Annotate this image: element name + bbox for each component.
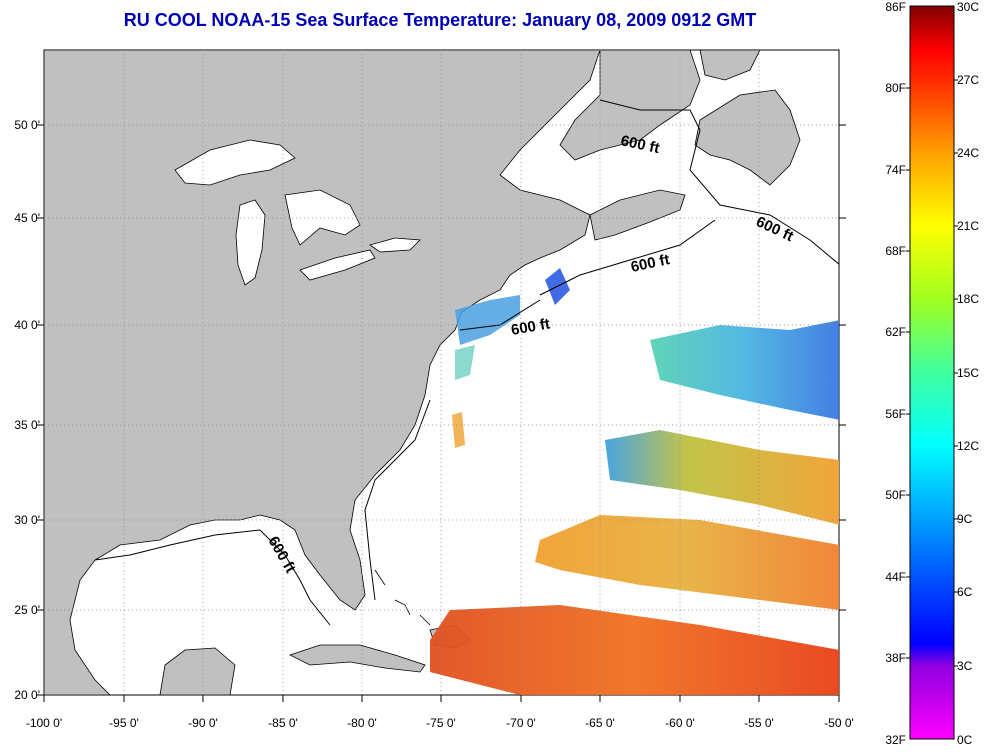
colorbar-f-label: 68F (885, 244, 906, 258)
land-north-america (44, 50, 601, 695)
colorbar-c-label: 0C (957, 733, 973, 747)
x-tick-label: -60 0' (665, 716, 695, 730)
lake-huron (284, 189, 361, 246)
land-nova-scotia (559, 50, 701, 161)
y-tick-label: 50 0' (14, 118, 40, 132)
land-bahamas (374, 569, 431, 626)
y-tick-label: 25 0' (14, 603, 40, 617)
sst-swath-south (430, 605, 839, 695)
graticule (44, 50, 839, 695)
land-yucatan (159, 647, 236, 695)
x-tick-label: -90 0' (188, 716, 218, 730)
colorbar-c-label: 27C (957, 73, 980, 87)
colorbar-c-label: 21C (957, 219, 980, 233)
sst-patch-shelf (455, 295, 520, 345)
lake-ontario (369, 237, 421, 253)
x-tick-label: -100 0' (25, 716, 63, 730)
x-tick-label: -95 0' (109, 716, 139, 730)
isobath-label-4: 600 ft (510, 315, 552, 339)
x-tick-label: -50 0' (824, 716, 854, 730)
colorbar-f-label: 32F (885, 733, 906, 747)
colorbar-f-label: 80F (885, 81, 906, 95)
colorbar-f-label: 74F (885, 163, 906, 177)
y-tick-label: 30 0' (14, 513, 40, 527)
y-tick-label: 45 0' (14, 211, 40, 225)
sst-patch-hatteras (452, 412, 465, 448)
land-cuba (288, 644, 426, 673)
colorbar-c-label: 18C (957, 292, 980, 306)
y-tick-label: 20 0' (14, 688, 40, 702)
sst-swath-upper (605, 430, 839, 525)
x-tick-label: -75 0' (426, 716, 456, 730)
x-tick-label: -70 0' (506, 716, 536, 730)
sst-swath-mid (535, 515, 839, 610)
x-tick-label: -55 0' (744, 716, 774, 730)
colorbar-c-label: 12C (957, 439, 980, 453)
colorbar-f-label: 50F (885, 488, 906, 502)
lake-erie (299, 249, 376, 281)
colorbar-c-label: 9C (957, 512, 973, 526)
colorbar (909, 5, 955, 740)
sst-patch-north (650, 320, 839, 420)
sst-patch-coast (455, 345, 475, 380)
land-newfoundland (694, 89, 801, 186)
y-tick-label: 35 0' (14, 418, 40, 432)
colorbar-f-label: 56F (885, 407, 906, 421)
map-title: RU COOL NOAA-15 Sea Surface Temperature:… (123, 10, 757, 30)
colorbar-f-label: 44F (885, 570, 906, 584)
colorbar-ticks (906, 79, 958, 667)
x-tick-label: -85 0' (268, 716, 298, 730)
lake-michigan (235, 199, 266, 286)
land-labrador (699, 50, 761, 81)
colorbar-c-label: 15C (957, 366, 980, 380)
colorbar-c-label: 24C (957, 146, 980, 160)
colorbar-c-label: 6C (957, 585, 973, 599)
x-tick-label: -65 0' (585, 716, 615, 730)
y-tick-label: 40 0' (14, 318, 40, 332)
colorbar-f-label: 62F (885, 325, 906, 339)
colorbar-f-label: 86F (885, 0, 906, 14)
lake-superior (174, 139, 296, 186)
x-tick-label: -80 0' (347, 716, 377, 730)
colorbar-f-label: 38F (885, 651, 906, 665)
colorbar-c-label: 30C (957, 0, 980, 14)
colorbar-c-label: 3C (957, 659, 973, 673)
axis-ticks (37, 124, 846, 702)
sst-data-layer (430, 268, 839, 695)
